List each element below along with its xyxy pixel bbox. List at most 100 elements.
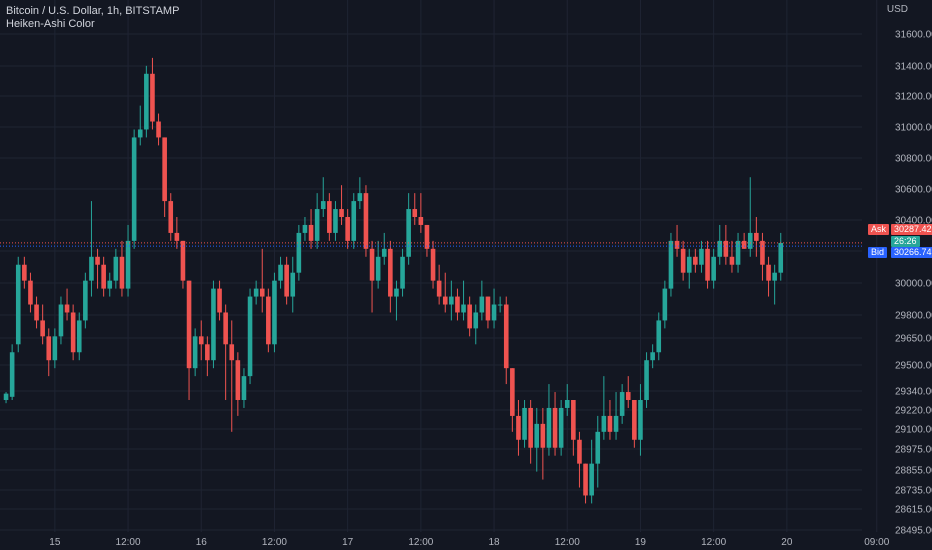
candle-body: [58, 304, 64, 337]
candle: [339, 185, 344, 225]
candle: [400, 248, 405, 297]
candle: [381, 232, 387, 265]
candle: [735, 232, 741, 273]
candle-body: [717, 240, 723, 257]
candle: [107, 272, 113, 297]
candle-body: [546, 407, 552, 448]
candle: [430, 240, 436, 289]
candle: [638, 384, 643, 456]
candle-body: [388, 248, 393, 297]
bid-label: Bid: [868, 247, 888, 258]
candle: [711, 248, 716, 289]
candle-body: [272, 280, 277, 345]
candle-body: [229, 344, 235, 361]
candle: [650, 344, 655, 369]
candle-body: [674, 240, 680, 249]
candle: [34, 296, 39, 329]
candle: [131, 129, 137, 249]
candle-body: [516, 415, 521, 440]
candle-body: [217, 288, 222, 313]
candle-body: [64, 304, 70, 313]
candle: [95, 248, 100, 289]
candle-body: [747, 232, 753, 249]
candle-body: [381, 248, 387, 257]
candle-body: [558, 407, 564, 448]
candle-body: [406, 209, 411, 257]
symbol-title[interactable]: Bitcoin / U.S. Dollar, 1h, BITSTAMP: [6, 5, 180, 17]
candle-body: [467, 304, 472, 329]
candle: [766, 256, 771, 297]
candle-body: [83, 280, 88, 321]
candle-body: [644, 360, 649, 400]
candle: [449, 280, 454, 321]
candle: [70, 304, 76, 361]
y-tick-label: 31600.00: [895, 30, 932, 41]
y-tick-label: 28495.00: [895, 526, 932, 537]
candle: [461, 280, 466, 321]
candle: [235, 352, 241, 416]
candle-body: [449, 296, 454, 305]
y-tick-label: 30000.00: [895, 279, 932, 290]
candle: [577, 431, 582, 488]
candle-body: [430, 248, 436, 281]
candle: [52, 328, 58, 369]
candle: [729, 240, 735, 273]
candle-body: [638, 399, 643, 440]
price-axis[interactable]: 28495.00 28615.00 28735.00 28855.00 28975.00…: [895, 30, 932, 537]
time-axis[interactable]: 15 12:00 16 12:00 17 12:00 18 12:00 19 12:00 20 09:…: [49, 537, 889, 548]
candle-body: [369, 248, 375, 281]
candle-body: [461, 304, 466, 313]
y-tick-label: 29650.00: [895, 334, 932, 345]
candle-body: [571, 399, 576, 440]
y-tick-label: 29340.00: [895, 387, 932, 398]
candle-body: [418, 216, 424, 225]
candle: [589, 439, 594, 504]
candle-body: [241, 376, 247, 400]
candle: [28, 272, 33, 313]
candle-body: [22, 264, 27, 281]
candle: [180, 240, 186, 289]
candle-body: [607, 415, 613, 432]
candlestick-series: [3, 57, 784, 504]
x-tick-label: 12:00: [408, 537, 433, 548]
candle-body: [577, 439, 582, 464]
x-tick-label: 15: [49, 537, 61, 548]
y-tick-label: 31200.00: [895, 92, 932, 103]
candle: [15, 256, 21, 353]
candle-body: [473, 312, 479, 329]
candle-body: [491, 304, 497, 321]
candle: [113, 248, 119, 289]
candle: [479, 280, 485, 321]
candle-body: [351, 201, 357, 241]
candle-body: [540, 423, 546, 448]
candle-body: [412, 209, 418, 217]
candle: [375, 240, 381, 289]
candle: [363, 185, 369, 257]
x-tick-label: 12:00: [555, 537, 580, 548]
candle: [522, 399, 527, 448]
y-tick-label: 28855.00: [895, 466, 932, 477]
candle-body: [150, 73, 155, 122]
x-tick-label: 16: [196, 537, 208, 548]
candle: [314, 193, 320, 249]
candle-body: [327, 201, 332, 233]
candle-body: [119, 256, 125, 289]
candle: [272, 272, 277, 353]
candle: [625, 376, 631, 408]
candle: [357, 177, 363, 210]
candle: [394, 280, 399, 321]
indicator-label[interactable]: Heiken-Ashi Color: [6, 18, 95, 30]
ask-price-badge: 30287.42: [891, 224, 932, 235]
candle-body: [247, 296, 253, 377]
candle-body: [375, 256, 381, 281]
bid-price-badge: 30266.74: [891, 247, 932, 258]
candle: [595, 415, 601, 488]
candle: [644, 352, 649, 408]
candle-body: [320, 201, 326, 210]
candle: [412, 193, 418, 225]
y-tick-label: 28735.00: [895, 486, 932, 497]
candle: [534, 407, 540, 472]
candle-body: [693, 256, 698, 265]
x-tick-label: 12:00: [262, 537, 287, 548]
